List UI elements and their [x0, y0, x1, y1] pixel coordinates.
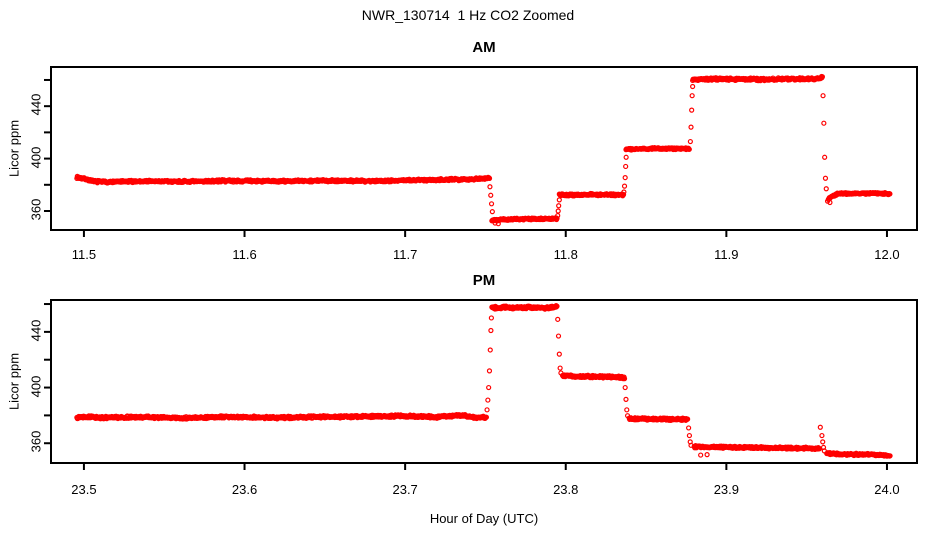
y-tick-label: 440 — [28, 93, 44, 116]
y-tick-label: 360 — [28, 430, 44, 453]
x-tick-label: 23.7 — [392, 482, 418, 497]
x-tick-label: 23.5 — [71, 482, 97, 497]
x-tick-label: 24.0 — [874, 482, 900, 497]
x-tick-label: 11.8 — [553, 247, 578, 262]
y-tick-label: 360 — [28, 198, 44, 221]
am-panel-title: AM — [472, 39, 496, 56]
x-axis-label: Hour of Day (UTC) — [429, 511, 539, 526]
x-tick-label: 23.9 — [713, 482, 739, 497]
x-tick-label: 12.0 — [874, 247, 900, 262]
x-tick-label: 11.6 — [232, 247, 257, 262]
x-tick-label: 11.5 — [71, 247, 97, 262]
x-tick-label: 23.6 — [231, 482, 258, 497]
pm-panel-title: PM — [472, 272, 496, 289]
x-tick-label: 11.9 — [714, 247, 739, 262]
pm-y-axis-label: Licor ppm — [6, 352, 22, 411]
x-tick-label: 23.8 — [553, 482, 579, 497]
y-tick-label: 400 — [28, 146, 44, 168]
figure-title: NWR_130714 1 Hz CO2 Zoomed — [361, 7, 575, 23]
y-tick-label: 440 — [28, 319, 44, 342]
x-tick-label: 11.7 — [392, 247, 418, 262]
am-y-axis-label: Licor ppm — [6, 119, 22, 178]
y-tick-label: 400 — [28, 375, 44, 397]
